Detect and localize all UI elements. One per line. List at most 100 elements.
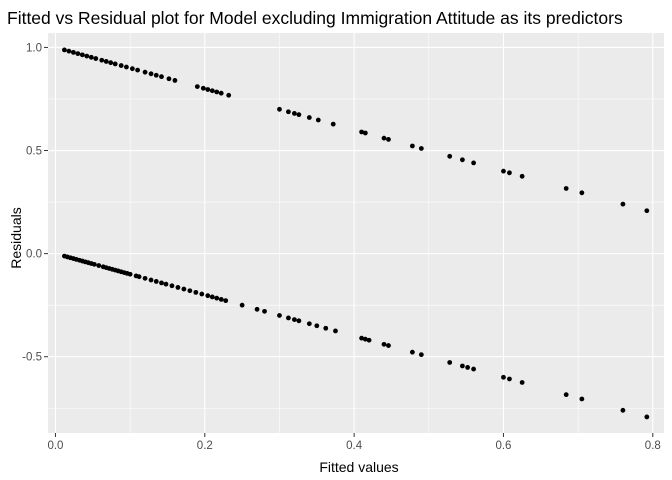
data-point — [519, 380, 525, 385]
data-point — [418, 146, 424, 151]
data-point — [409, 349, 415, 355]
data-point — [214, 89, 220, 95]
data-point — [447, 153, 453, 159]
data-point — [507, 376, 512, 382]
data-point — [277, 313, 282, 318]
data-point — [262, 308, 267, 314]
data-point — [70, 49, 76, 55]
data-point — [99, 57, 105, 63]
data-point — [620, 201, 626, 207]
data-point — [218, 90, 224, 96]
data-point — [644, 208, 650, 214]
y-tick-label: 0.5 — [26, 146, 42, 158]
data-point — [447, 360, 453, 365]
x-tick-label: 0.4 — [346, 440, 363, 452]
data-point — [166, 76, 172, 82]
data-point — [501, 168, 506, 174]
data-point — [315, 117, 321, 123]
data-point — [330, 121, 336, 127]
data-point — [148, 71, 154, 77]
data-point — [103, 59, 109, 64]
x-tick-label: 0.8 — [645, 440, 661, 452]
data-point — [159, 280, 164, 286]
x-tick-label: 0.0 — [47, 440, 63, 452]
axes: 0.0 0.2 0.4 0.6 0.8 -0.5 0.0 0.5 1.0 — [22, 42, 661, 452]
data-point — [108, 60, 114, 66]
data-point — [153, 279, 159, 284]
data-point — [333, 328, 338, 334]
data-point — [366, 337, 372, 343]
data-point — [226, 92, 232, 98]
data-point — [644, 414, 650, 420]
data-point — [381, 135, 387, 141]
data-point — [93, 56, 99, 61]
data-point — [381, 341, 387, 347]
data-point — [501, 374, 506, 380]
data-point — [223, 298, 229, 304]
data-point — [124, 64, 129, 70]
data-point — [75, 51, 81, 57]
data-point — [214, 295, 220, 301]
data-point — [292, 111, 297, 116]
plot-panel — [48, 33, 664, 433]
data-point — [359, 129, 364, 135]
data-point — [418, 352, 424, 358]
data-point — [66, 48, 72, 54]
data-point — [205, 293, 211, 299]
data-point — [96, 263, 102, 268]
chart-title: Fitted vs Residual plot for Model exclud… — [7, 8, 623, 28]
data-point — [62, 47, 67, 53]
data-point — [471, 366, 476, 372]
data-point — [79, 52, 85, 58]
data-point — [465, 365, 471, 370]
data-point — [88, 54, 94, 60]
data-point — [254, 306, 260, 312]
data-point — [209, 88, 215, 94]
data-point — [460, 363, 465, 369]
x-tick-label: 0.2 — [197, 440, 213, 452]
data-point — [135, 67, 141, 73]
data-point — [277, 106, 282, 112]
x-axis-title: Fitted values — [319, 459, 398, 475]
data-point — [519, 173, 525, 179]
y-tick-label: -0.5 — [22, 352, 42, 364]
data-point — [181, 286, 187, 292]
gridlines — [48, 33, 664, 433]
data-point — [471, 160, 476, 166]
data-point — [507, 170, 512, 176]
data-point — [187, 288, 193, 294]
data-point — [172, 78, 178, 83]
data-point — [409, 143, 415, 149]
data-points — [62, 47, 650, 420]
data-point — [112, 61, 118, 67]
data-point — [84, 53, 90, 59]
data-point — [314, 323, 320, 329]
data-point — [362, 336, 368, 342]
y-axis-title: Residuals — [8, 207, 24, 268]
data-point — [142, 275, 148, 281]
data-point — [292, 317, 297, 322]
data-point — [296, 112, 302, 118]
data-point — [359, 335, 364, 341]
data-point — [239, 302, 245, 308]
data-point — [163, 281, 169, 287]
data-point — [148, 277, 154, 283]
data-point — [129, 66, 135, 72]
data-point — [142, 69, 148, 75]
data-point — [169, 283, 175, 289]
data-point — [286, 109, 291, 115]
data-point — [323, 325, 329, 331]
panel-background — [48, 33, 664, 433]
data-point — [306, 115, 312, 120]
data-point — [175, 285, 181, 290]
data-point — [362, 130, 368, 136]
data-point — [386, 343, 391, 348]
data-point — [563, 392, 569, 398]
data-point — [193, 289, 199, 295]
data-point — [386, 136, 391, 142]
data-point — [286, 315, 291, 321]
data-point — [159, 74, 164, 80]
data-point — [620, 407, 626, 413]
data-point — [209, 294, 215, 300]
data-point — [200, 85, 206, 91]
